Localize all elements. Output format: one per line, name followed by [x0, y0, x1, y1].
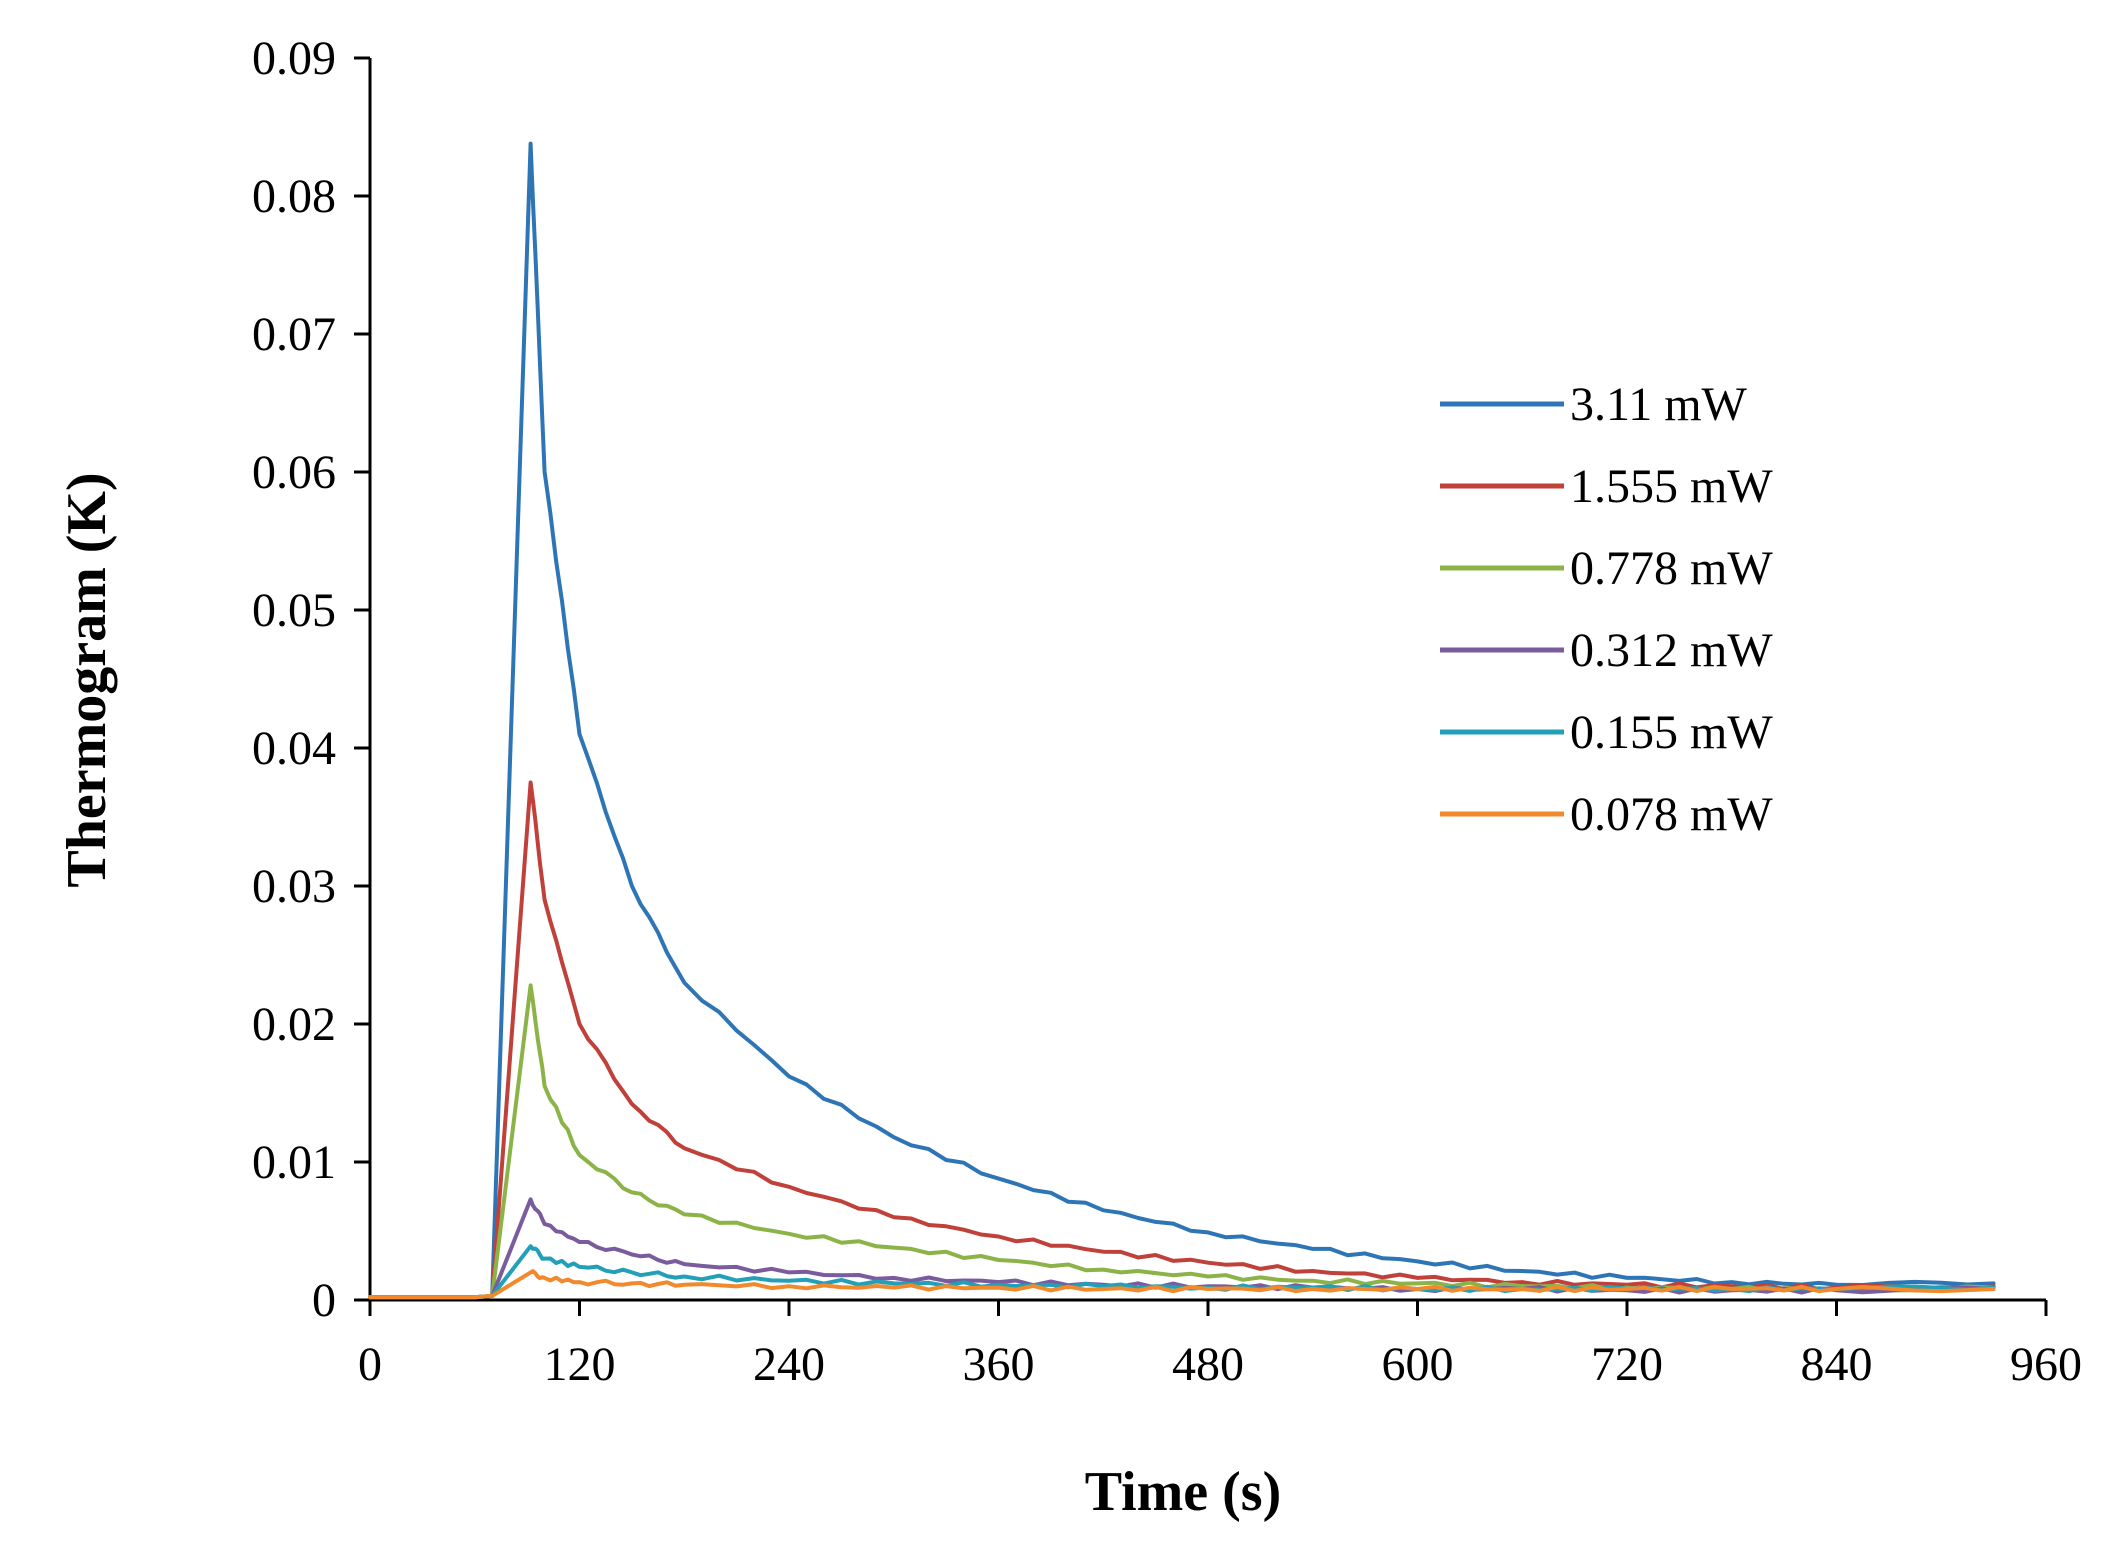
- legend-label: 0.312 mW: [1570, 624, 1773, 677]
- x-tick-label: 0: [358, 1338, 382, 1391]
- y-tick-label: 0.01: [252, 1136, 336, 1189]
- y-tick-label: 0.02: [252, 998, 336, 1051]
- y-tick-label: 0.03: [252, 860, 336, 913]
- x-tick-label: 480: [1172, 1338, 1244, 1391]
- series-line-1-555-mw: [368, 780, 1996, 1300]
- legend: 3.11 mW 1.555 mW 0.778 mW 0.312 mW 0.155 mW 0…: [1440, 378, 1773, 841]
- y-tick-label: 0.06: [252, 446, 336, 499]
- x-tick-label: 120: [544, 1338, 616, 1391]
- axes: [368, 58, 2046, 1302]
- legend-label: 1.555 mW: [1570, 460, 1773, 513]
- y-tick-label: 0.09: [252, 32, 336, 85]
- x-tick-label: 600: [1382, 1338, 1454, 1391]
- x-tick-label: 720: [1591, 1338, 1663, 1391]
- y-tick-label: 0.04: [252, 722, 336, 775]
- x-tick-label: 840: [1801, 1338, 1873, 1391]
- y-axis-title: Thermogram (K): [56, 472, 118, 887]
- y-tick-label: 0.05: [252, 584, 336, 637]
- legend-label: 0.778 mW: [1570, 542, 1773, 595]
- x-tick-label: 360: [963, 1338, 1035, 1391]
- y-tick-label: 0.08: [252, 170, 336, 223]
- x-ticks: 0 120 240 360 480 600 720 840 960: [358, 1300, 2082, 1391]
- legend-label: 0.078 mW: [1570, 788, 1773, 841]
- x-tick-label: 960: [2010, 1338, 2082, 1391]
- x-axis-title: Time (s): [1085, 1461, 1282, 1523]
- series-line-0-078-mw: [368, 1269, 1996, 1300]
- y-tick-label: 0: [312, 1274, 336, 1327]
- y-tick-label: 0.07: [252, 308, 336, 361]
- x-tick-label: 240: [753, 1338, 825, 1391]
- series-line-3-11-mw: [368, 141, 1996, 1300]
- legend-label: 0.155 mW: [1570, 706, 1773, 759]
- legend-label: 3.11 mW: [1570, 378, 1748, 431]
- y-ticks: 0 0.01 0.02 0.03 0.04 0.05 0.06 0.07 0.08 0.09: [252, 32, 370, 1327]
- series-lines: [368, 141, 1996, 1300]
